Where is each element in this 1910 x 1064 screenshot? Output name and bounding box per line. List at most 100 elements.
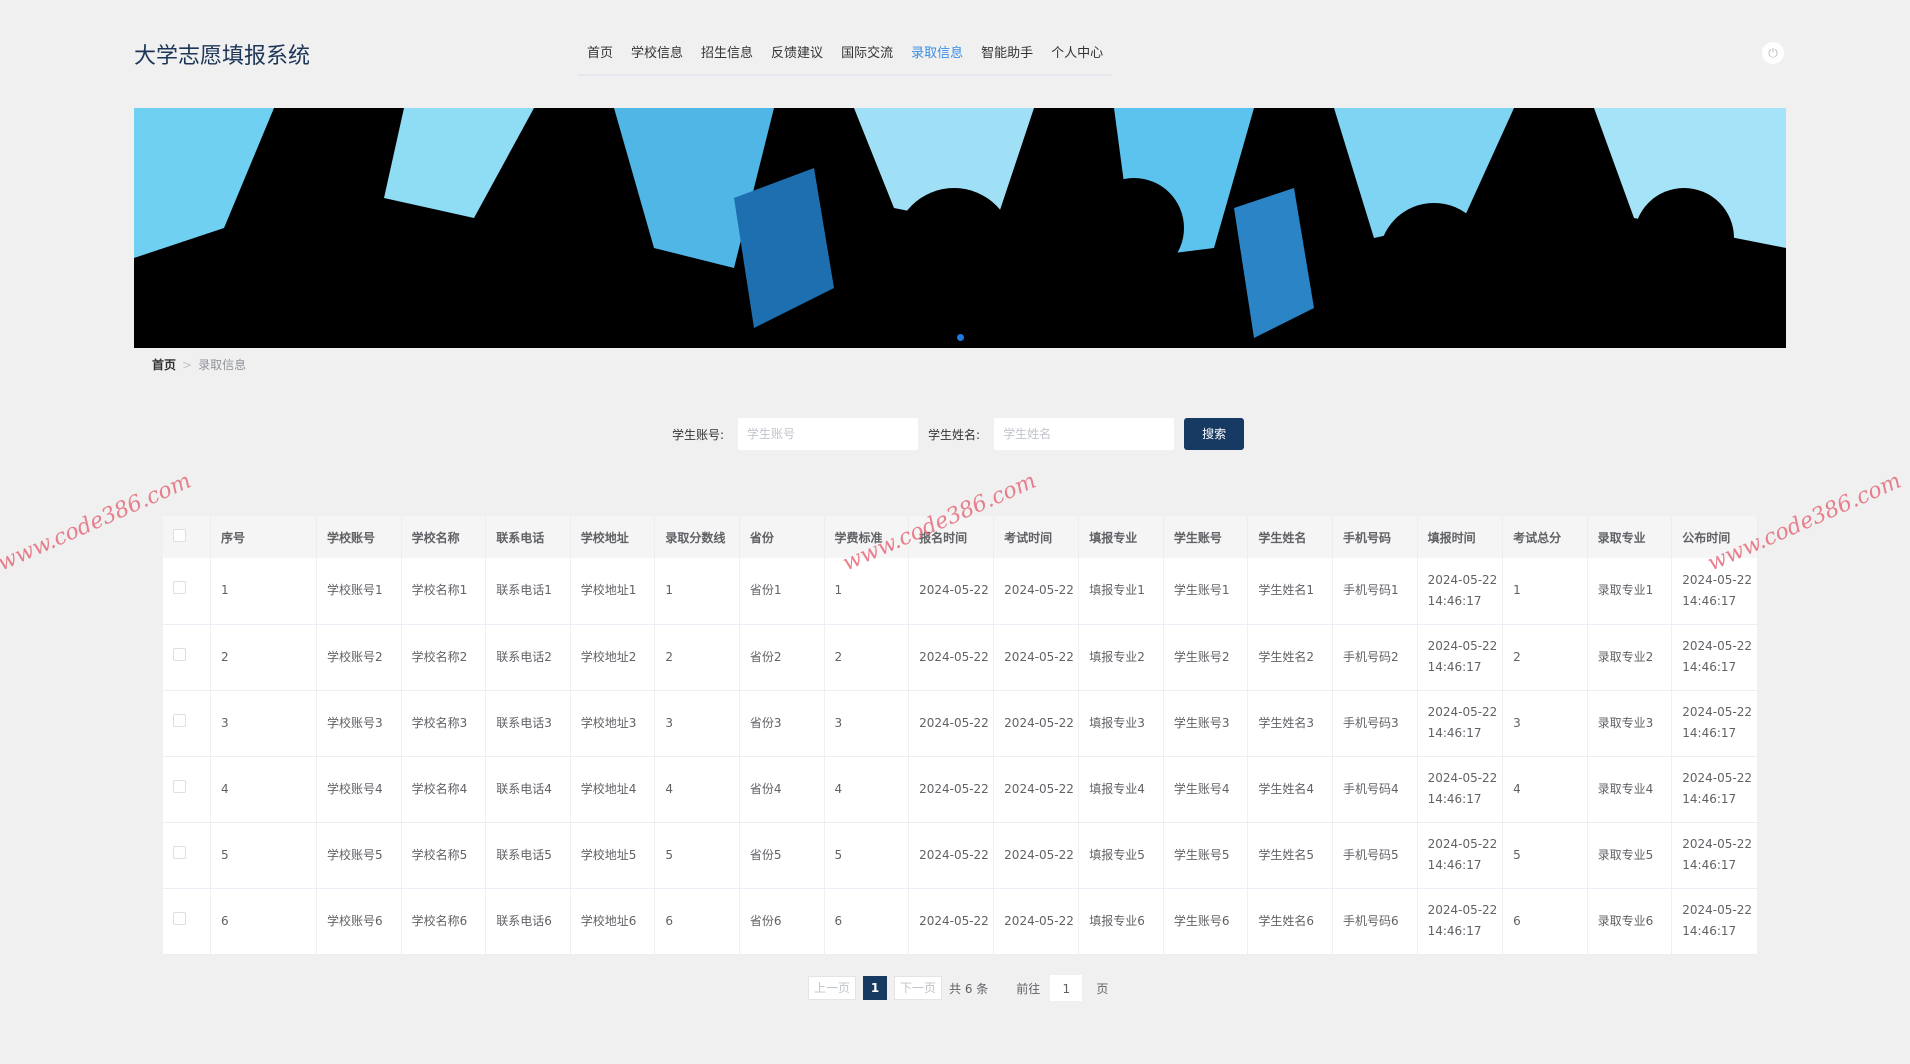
table-cell: 2024-05-22 14:46:17: [1417, 624, 1504, 691]
column-header: 学生姓名: [1247, 516, 1333, 558]
column-header: 联系电话: [485, 516, 571, 558]
table-row[interactable]: 5 学校账号5 学校名称5 联系电话5 学校地址5 5 省份5 5 2024-05-22 2024…: [163, 822, 1758, 889]
main-nav: 首页 学校信息 招生信息 反馈建议 国际交流 录取信息 智能助手 个人中心: [578, 40, 1113, 76]
table-cell: 2024-05-22 14:46:17: [1671, 822, 1758, 889]
table-cell: 4: [210, 756, 318, 823]
table-cell: 学生姓名3: [1247, 690, 1333, 757]
nav-item[interactable]: 智能助手: [981, 46, 1034, 61]
row-checkbox[interactable]: [173, 845, 186, 859]
total-count: 共 6 条: [949, 981, 989, 996]
column-header: 学生账号: [1163, 516, 1249, 558]
table-cell: 录取专业5: [1587, 822, 1673, 889]
table-cell: 联系电话2: [485, 624, 571, 691]
column-header: 填报时间: [1417, 516, 1504, 558]
breadcrumb-home[interactable]: 首页: [152, 358, 177, 372]
table-cell: 联系电话5: [485, 822, 571, 889]
prev-page-button[interactable]: 上一页: [808, 976, 857, 1000]
table-cell: 2024-05-22: [908, 822, 995, 889]
row-checkbox[interactable]: [173, 581, 186, 595]
table-cell: 2024-05-22 14:46:17: [1671, 756, 1758, 823]
table-cell: 学生账号5: [1163, 822, 1249, 889]
nav-item[interactable]: 国际交流: [841, 46, 894, 61]
column-header: 序号: [210, 516, 318, 558]
table-cell: 学校地址1: [570, 558, 656, 625]
goto-page-input[interactable]: 1: [1050, 975, 1083, 1001]
student-name-input[interactable]: [994, 418, 1175, 450]
power-icon[interactable]: ⏻: [1762, 42, 1784, 64]
table-cell: 4: [1502, 756, 1588, 823]
table-cell: 2: [654, 624, 740, 691]
table-row[interactable]: 1 学校账号1 学校名称1 联系电话1 学校地址1 1 省份1 1 2024-05-22 2024…: [163, 558, 1758, 625]
table-cell: 2024-05-22: [908, 690, 995, 757]
table-row[interactable]: 4 学校账号4 学校名称4 联系电话4 学校地址4 4 省份4 4 2024-05-22 2024…: [163, 756, 1758, 823]
next-page-button[interactable]: 下一页: [894, 976, 943, 1000]
table-cell: 5: [654, 822, 740, 889]
table-row[interactable]: 3 学校账号3 学校名称3 联系电话3 学校地址3 3 省份3 3 2024-05-22 2024…: [163, 690, 1758, 757]
table-cell: 学校账号4: [316, 756, 402, 823]
table-cell: 手机号码5: [1332, 822, 1418, 889]
table-cell: 3: [210, 690, 318, 757]
column-header: 学校账号: [316, 516, 402, 558]
table-cell: 2024-05-22: [908, 756, 995, 823]
table-header: 序号 学校账号 学校名称 联系电话 学校地址 录取分数线 省份 学费标准 报名时间 考试时间 填报专…: [163, 516, 1758, 558]
table-row[interactable]: 2 学校账号2 学校名称2 联系电话2 学校地址2 2 省份2 2 2024-05-22 2024…: [163, 624, 1758, 691]
table-cell: 5: [210, 822, 318, 889]
table-cell: 3: [1502, 690, 1588, 757]
banner-carousel[interactable]: [134, 108, 1786, 348]
nav-item[interactable]: 反馈建议: [771, 46, 824, 61]
table-cell: 3: [654, 690, 740, 757]
nav-item[interactable]: 录取信息: [911, 46, 964, 61]
column-header: 录取专业: [1587, 516, 1673, 558]
table-cell: 学生姓名1: [1247, 558, 1333, 625]
page-1-button[interactable]: 1: [863, 976, 888, 1000]
table-cell: 学生姓名2: [1247, 624, 1333, 691]
column-header: 学校地址: [570, 516, 656, 558]
nav-item[interactable]: 个人中心: [1051, 46, 1104, 61]
table-cell: 录取专业2: [1587, 624, 1673, 691]
table-cell: 手机号码4: [1332, 756, 1418, 823]
table-cell: 学校名称2: [401, 624, 487, 691]
table-cell: 5: [1502, 822, 1588, 889]
column-header: 学费标准: [824, 516, 910, 558]
table-cell: 填报专业6: [1078, 888, 1164, 955]
table-cell: 学校名称6: [401, 888, 487, 955]
row-checkbox[interactable]: [173, 911, 186, 925]
table-cell: 省份6: [739, 888, 825, 955]
table-cell: 填报专业5: [1078, 822, 1164, 889]
table-cell: 5: [824, 822, 910, 889]
table-row[interactable]: 6 学校账号6 学校名称6 联系电话6 学校地址6 6 省份6 6 2024-05-22 2024…: [163, 888, 1758, 955]
table-cell: 2024-05-22: [993, 624, 1080, 691]
carousel-indicator[interactable]: [957, 334, 964, 341]
nav-item[interactable]: 首页: [587, 46, 614, 61]
table-cell: 手机号码6: [1332, 888, 1418, 955]
table-cell: 2024-05-22: [908, 624, 995, 691]
nav-item[interactable]: 招生信息: [701, 46, 754, 61]
table-cell: 2024-05-22: [993, 558, 1080, 625]
table-cell: 4: [654, 756, 740, 823]
column-header: 考试总分: [1502, 516, 1588, 558]
table-cell: 2024-05-22: [908, 558, 995, 625]
table-cell: 学生账号1: [1163, 558, 1249, 625]
crowd-silhouette-image: [134, 108, 1786, 348]
table-cell: 省份4: [739, 756, 825, 823]
table-cell: 学校地址6: [570, 888, 656, 955]
table-cell: 联系电话4: [485, 756, 571, 823]
search-button[interactable]: 搜索: [1184, 418, 1245, 450]
table-cell: 2024-05-22 14:46:17: [1671, 624, 1758, 691]
select-all-checkbox[interactable]: [173, 529, 186, 542]
table-cell: 填报专业1: [1078, 558, 1164, 625]
nav-item[interactable]: 学校信息: [631, 46, 684, 61]
student-account-input[interactable]: [738, 418, 919, 450]
table-cell: 省份1: [739, 558, 825, 625]
row-checkbox[interactable]: [173, 713, 186, 727]
pagination: 上一页 1 下一页 共 6 条 前往 1 页: [808, 975, 1108, 1001]
admission-table: 序号 学校账号 学校名称 联系电话 学校地址 录取分数线 省份 学费标准 报名时间 考试时间 填报专…: [163, 516, 1758, 955]
row-checkbox[interactable]: [173, 779, 186, 793]
row-checkbox[interactable]: [173, 647, 186, 661]
table-cell: 学生账号2: [1163, 624, 1249, 691]
site-title: 大学志愿填报系统: [134, 44, 311, 69]
table-cell: 学校账号1: [316, 558, 402, 625]
table-cell: 学校账号3: [316, 690, 402, 757]
table-cell: 学校账号5: [316, 822, 402, 889]
column-header: 考试时间: [993, 516, 1080, 558]
